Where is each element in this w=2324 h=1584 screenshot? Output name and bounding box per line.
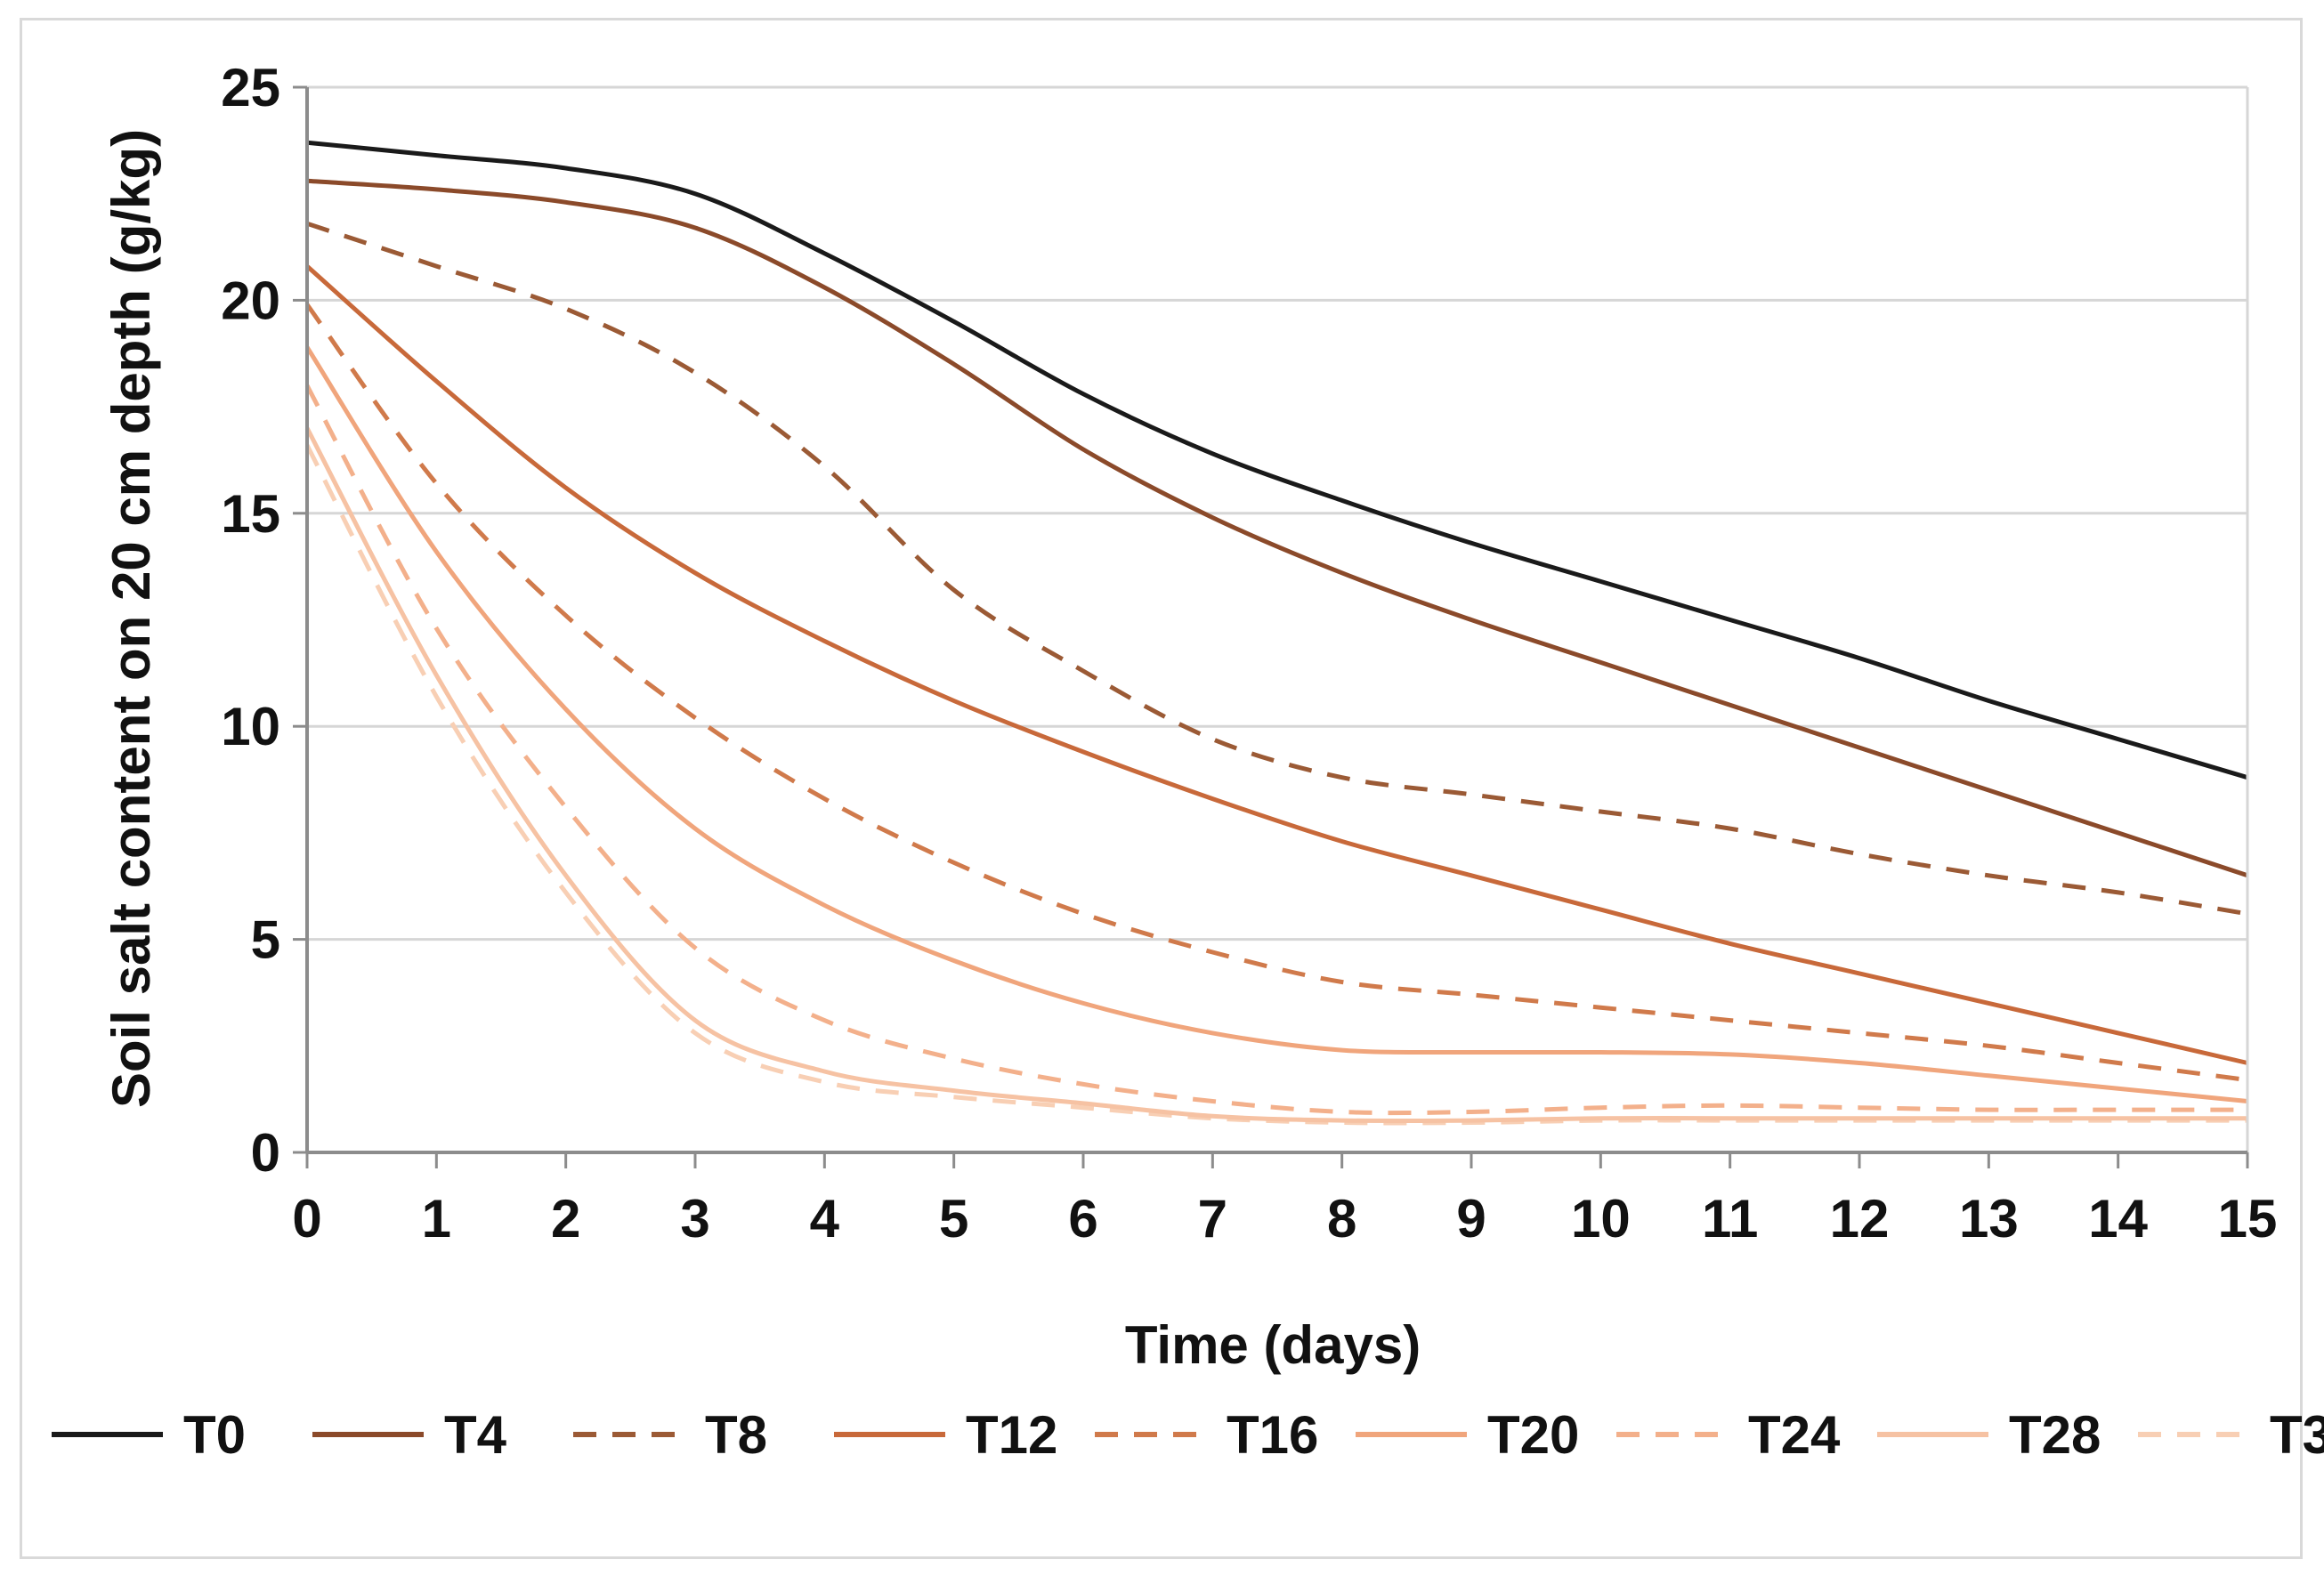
x-tick-label: 4 xyxy=(810,1189,840,1249)
chart-frame xyxy=(20,18,2303,1559)
x-tick-label: 0 xyxy=(292,1189,321,1249)
legend-label-t28: T28 xyxy=(2009,1405,2101,1465)
x-tick-label: 2 xyxy=(551,1189,580,1249)
x-tick-label: 7 xyxy=(1198,1189,1227,1249)
y-tick-label: 15 xyxy=(221,484,280,544)
legend-label-t8: T8 xyxy=(705,1405,767,1465)
series-line-t8 xyxy=(306,221,2248,917)
y-axis-title: Soil salt content on 20 cm depth (g/kg) xyxy=(101,129,161,1108)
legend-label-t24: T24 xyxy=(1748,1405,1841,1465)
series-line-t4 xyxy=(306,178,2248,878)
y-tick-label: 5 xyxy=(251,910,280,970)
x-tick-label: 5 xyxy=(939,1189,968,1249)
x-tick-label: 8 xyxy=(1327,1189,1356,1249)
x-tick-label: 1 xyxy=(422,1189,451,1249)
x-tick-label: 12 xyxy=(1830,1189,1890,1249)
y-tick-label: 10 xyxy=(221,697,280,756)
legend-label-t16: T16 xyxy=(1227,1405,1318,1465)
legend-label-t20: T20 xyxy=(1487,1405,1579,1465)
series-line-t12 xyxy=(305,264,2248,1065)
series-lines xyxy=(304,140,2248,1126)
x-tick-label: 6 xyxy=(1068,1189,1097,1249)
x-tick-label: 3 xyxy=(680,1189,709,1249)
legend-label-t4: T4 xyxy=(444,1405,507,1465)
legend-label-t30: T30 xyxy=(2270,1405,2324,1465)
x-tick-label: 9 xyxy=(1456,1189,1486,1249)
legend-label-t12: T12 xyxy=(966,1405,1057,1465)
x-tick-label: 10 xyxy=(1571,1189,1631,1249)
y-tick-labels: 0 5 10 15 20 25 xyxy=(221,58,280,1183)
legend-label-t0: T0 xyxy=(183,1405,246,1465)
y-tick-label: 0 xyxy=(251,1123,280,1183)
x-tick-label: 11 xyxy=(1702,1189,1758,1249)
gridlines xyxy=(293,85,2247,1154)
series-line-t28 xyxy=(304,426,2247,1124)
x-axis-title: Time (days) xyxy=(1125,1315,1421,1375)
y-tick-label: 25 xyxy=(221,58,280,117)
x-tick-label: 14 xyxy=(2088,1189,2148,1249)
series-line-t20 xyxy=(304,345,2248,1103)
series-line-t24 xyxy=(304,384,2247,1116)
axes xyxy=(305,85,2249,1168)
x-tick-labels: 0 1 2 3 4 5 6 7 8 9 10 11 12 13 14 15 xyxy=(292,1189,2277,1249)
x-tick-label: 13 xyxy=(1959,1189,2019,1249)
series-line-t16 xyxy=(304,303,2248,1083)
series-line-t0 xyxy=(306,140,2248,780)
y-tick-label: 20 xyxy=(221,271,280,330)
x-tick-label: 15 xyxy=(2218,1189,2278,1249)
legend: T0 T4 T8 T12 T16 T20 T24 T28 T30 xyxy=(52,1405,2324,1465)
